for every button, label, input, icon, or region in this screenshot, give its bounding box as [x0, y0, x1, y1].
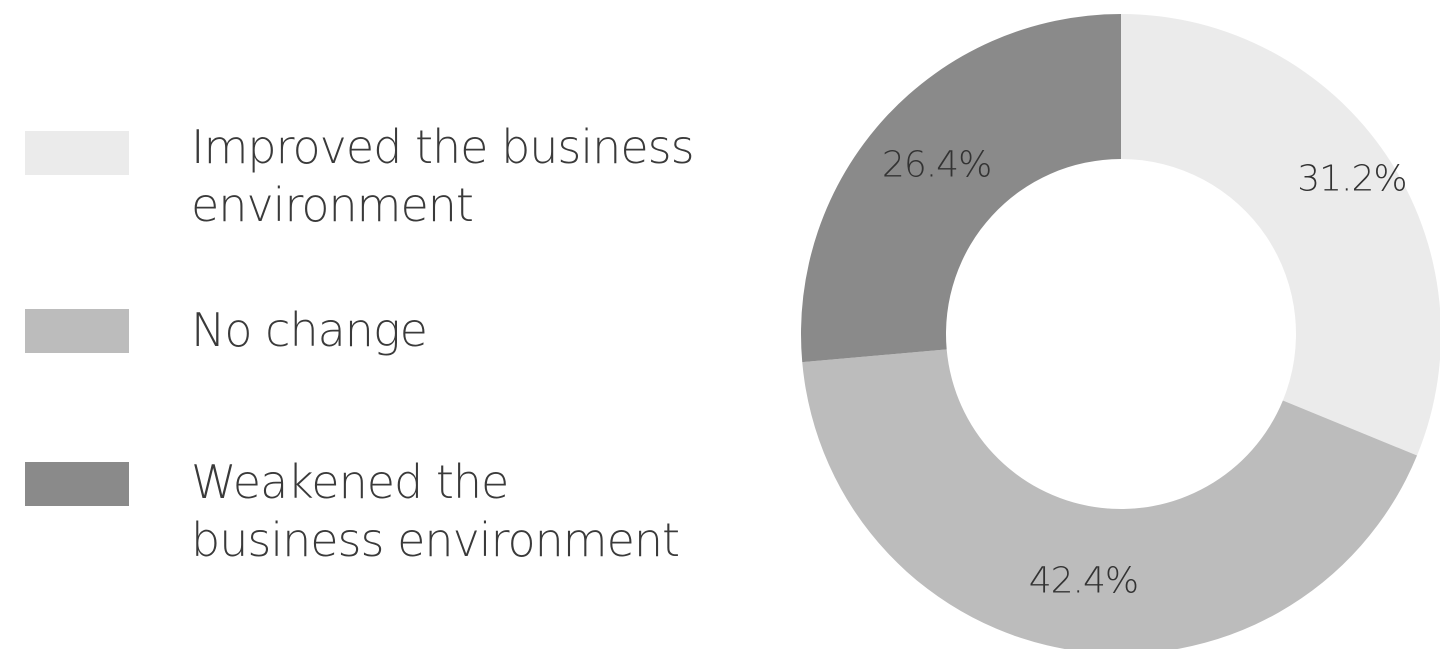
- slice-label-no-change: 42.4%: [1029, 561, 1138, 602]
- legend-swatch-weakened: [25, 462, 129, 506]
- slice-no-change: [802, 349, 1418, 649]
- legend-label-weakened-line2: business environment: [191, 513, 680, 567]
- slice-label-weakened: 26.4%: [882, 145, 991, 186]
- slice-improved: [1121, 14, 1440, 456]
- slice-weakened: [801, 14, 1121, 363]
- chart-legend: Improved the business environment No cha…: [25, 118, 711, 569]
- legend-swatch-no-change: [25, 309, 129, 353]
- donut-chart: 31.2% 42.4% 26.4%: [801, 14, 1440, 649]
- legend-label-weakened-line1: Weakened the: [191, 455, 509, 509]
- legend-label-improved-line1: Improved the business: [191, 120, 695, 174]
- legend-label-no-change: No change: [191, 301, 711, 359]
- slice-label-improved: 31.2%: [1297, 159, 1406, 200]
- legend-label-weakened: Weakened the business environment: [191, 453, 711, 569]
- legend-label-improved-line2: environment: [191, 178, 474, 232]
- legend-swatch-improved: [25, 131, 129, 175]
- legend-label-improved: Improved the business environment: [191, 118, 711, 234]
- legend-label-no-change-line1: No change: [191, 303, 428, 357]
